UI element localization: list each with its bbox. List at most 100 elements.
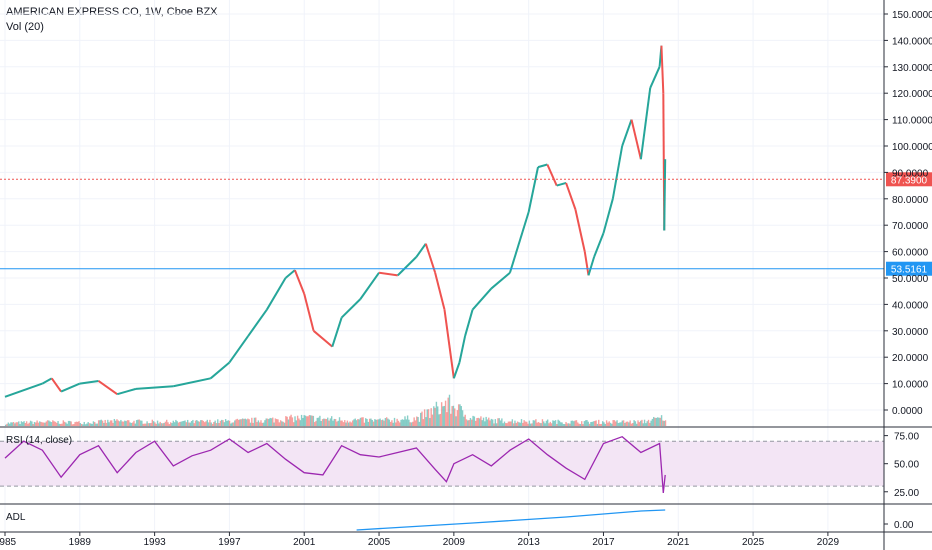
volume-bar	[605, 420, 608, 426]
volume-bar	[273, 422, 275, 426]
volume-bar	[392, 422, 394, 426]
volume-bar	[362, 417, 364, 426]
volume-bar	[189, 422, 191, 426]
volume-bar	[241, 418, 244, 426]
volume-bar	[83, 421, 85, 426]
volume-bar	[113, 418, 116, 426]
price-segment	[210, 361, 231, 380]
volume-bar	[574, 420, 576, 426]
time-tick-label: 1989	[69, 537, 92, 548]
price-segment	[593, 232, 605, 258]
time-tick-label: 2013	[518, 537, 541, 548]
volume-bar	[417, 417, 419, 426]
price-segment	[509, 211, 530, 274]
volume-bar	[58, 423, 61, 426]
volume-bar	[320, 420, 322, 426]
volume-bar	[477, 417, 480, 426]
volume-bar	[383, 420, 385, 426]
volume-bar	[198, 421, 201, 426]
volume-bar	[375, 419, 377, 426]
volume-bar	[40, 421, 42, 426]
volume-bar	[536, 422, 538, 426]
volume-bar	[637, 420, 639, 426]
volume-bar	[28, 422, 30, 426]
volume-bar	[138, 419, 140, 426]
price-tick-label: 130.0000	[892, 63, 932, 74]
volume-bar	[349, 421, 351, 426]
price-segment	[583, 251, 590, 276]
volume-bar	[190, 421, 193, 426]
volume-bar	[31, 421, 33, 426]
price-segment	[340, 298, 362, 319]
price-segment	[565, 182, 577, 210]
volume-bar	[24, 423, 27, 426]
volume-bar	[186, 419, 189, 426]
volume-bar	[569, 423, 571, 426]
volume-bar	[439, 413, 442, 426]
volume-bar	[218, 423, 220, 426]
volume-bar	[307, 416, 309, 426]
volume-bar	[550, 423, 553, 426]
volume-bar	[8, 423, 11, 426]
volume-bar	[546, 419, 549, 426]
volume-label: Vol (20)	[6, 21, 44, 33]
volume-bar	[160, 423, 163, 426]
volume-bar	[380, 420, 383, 426]
volume-bar	[35, 422, 37, 426]
volume-bar	[179, 421, 181, 426]
price-segment	[50, 377, 62, 393]
volume-bar	[48, 420, 50, 426]
volume-bar	[400, 419, 402, 426]
volume-bar	[655, 417, 658, 426]
volume-bar	[235, 419, 237, 426]
volume-bar	[474, 420, 477, 426]
volume-bar	[660, 415, 663, 426]
volume-bar	[651, 418, 654, 426]
volume-bar	[260, 420, 262, 426]
volume-bar	[416, 416, 418, 426]
volume-bar	[662, 420, 664, 426]
volume-bar	[217, 419, 219, 426]
volume-bar	[587, 421, 589, 426]
volume-bar	[438, 414, 440, 426]
price-segment	[303, 293, 315, 332]
volume-bar	[529, 423, 532, 426]
price-tick-label: 110.0000	[892, 116, 932, 127]
volume-bar	[32, 424, 34, 426]
price-tick-label: 50.0000	[892, 274, 929, 285]
volume-bar	[599, 424, 601, 426]
price-segment	[247, 309, 268, 337]
volume-bar	[385, 417, 388, 426]
volume-bar	[107, 419, 109, 426]
volume-bar	[515, 422, 517, 426]
adl-tick-label: 0.00	[894, 520, 914, 531]
volume-bar	[155, 423, 157, 426]
volume-bar	[366, 418, 368, 426]
volume-bar	[118, 421, 121, 426]
volume-bar	[308, 415, 311, 426]
volume-bar	[389, 421, 392, 426]
adl-series	[356, 509, 666, 531]
volume-bar	[535, 419, 537, 426]
volume-bar	[167, 422, 169, 426]
price-segment	[649, 66, 661, 89]
volume-bar	[372, 421, 375, 426]
volume-bar	[156, 420, 159, 426]
volume-bar	[215, 423, 218, 426]
time-tick-label: 1997	[218, 537, 241, 548]
volume-bar	[257, 420, 260, 426]
volume-bar	[459, 404, 461, 426]
volume-bar	[78, 421, 80, 426]
volume-bar	[632, 423, 634, 426]
volume-bar	[502, 423, 504, 426]
price-segment	[41, 377, 53, 385]
volume-bar	[25, 421, 28, 426]
rsi-axis: 75.00 50.00 25.00	[884, 432, 919, 499]
volume-bar	[594, 420, 596, 426]
price-line-label: 87.3900	[891, 175, 928, 186]
volume-bar	[194, 420, 197, 426]
price-segment	[458, 335, 467, 363]
volume-bar	[121, 421, 123, 426]
